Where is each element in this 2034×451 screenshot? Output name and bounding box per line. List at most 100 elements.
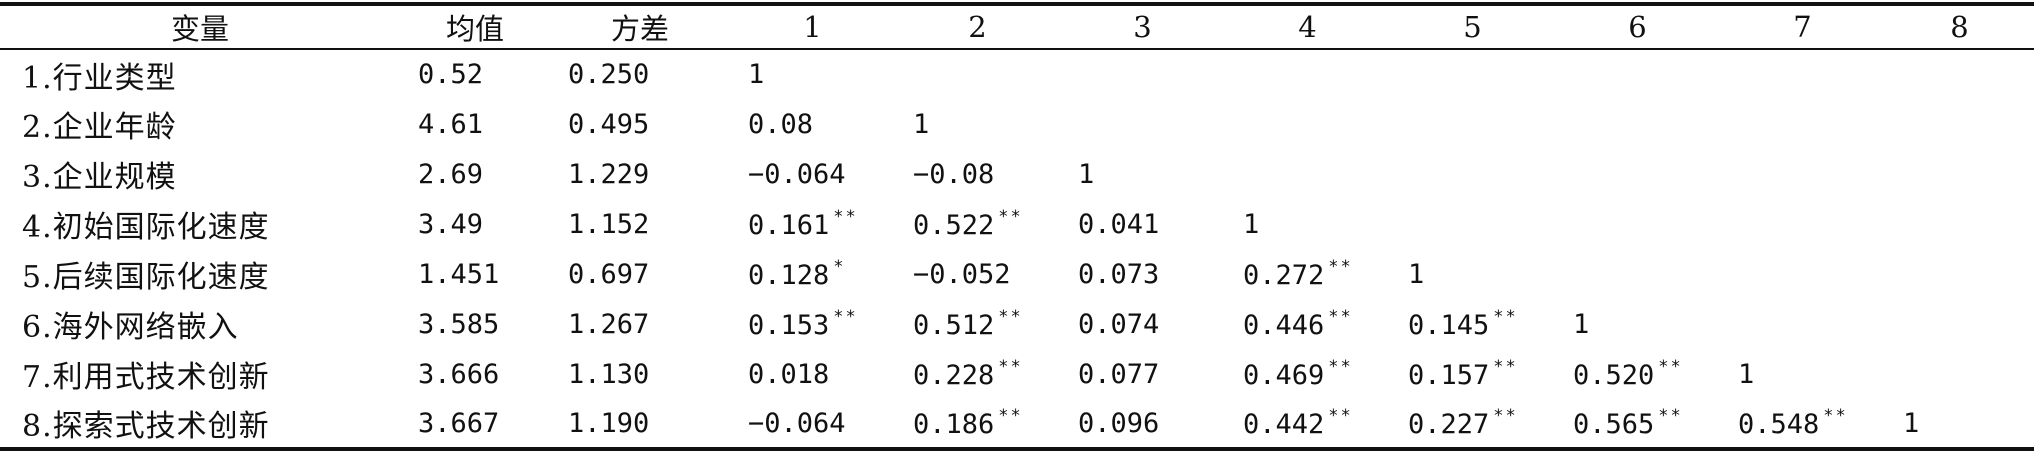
correlation-value: 0.018 xyxy=(748,358,830,390)
correlation-value: 0.522 xyxy=(913,210,995,241)
significance-marker: ** xyxy=(1658,406,1683,426)
variance-cell: 1.190 xyxy=(550,399,730,451)
correlation-cell xyxy=(1060,99,1225,149)
mean-cell: 4.61 xyxy=(418,108,484,140)
correlation-cell: 0.548 ** xyxy=(1720,399,1885,451)
correlation-cell xyxy=(1555,249,1720,299)
correlation-value: 1 xyxy=(748,59,765,90)
table-row: 7.利用式技术创新 3.666 1.130 0.018 0.228 ** 0.077 0.46… xyxy=(0,349,2034,399)
header-mean: 均值 xyxy=(400,2,550,50)
correlation-cell: 1 xyxy=(1390,249,1555,299)
correlation-value: 0.157 xyxy=(1408,360,1490,391)
correlation-cell xyxy=(1885,199,2034,249)
correlation-cell xyxy=(1885,99,2034,149)
significance-marker: ** xyxy=(998,207,1023,227)
correlation-cell: 1 xyxy=(1555,299,1720,349)
correlation-value: −0.052 xyxy=(913,258,1011,290)
significance-marker: ** xyxy=(1493,307,1518,327)
correlation-cell: 0.018 xyxy=(730,349,895,399)
variance-cell: 1.130 xyxy=(568,358,650,390)
correlation-cell xyxy=(1720,149,1885,199)
mean-cell: 3.666 xyxy=(418,358,500,390)
correlation-value: 0.073 xyxy=(1078,258,1160,290)
correlation-cell xyxy=(1885,149,2034,199)
correlation-value: −0.08 xyxy=(913,158,995,190)
correlation-value: 0.074 xyxy=(1078,308,1160,340)
correlation-cell: −0.08 xyxy=(895,149,1060,199)
correlation-cell: 0.074 xyxy=(1060,299,1225,349)
correlation-cell xyxy=(1720,249,1885,299)
correlation-cell xyxy=(1720,299,1885,349)
correlation-value: 1 xyxy=(1078,158,1095,190)
significance-marker: ** xyxy=(1328,406,1353,426)
correlation-value: 0.228 xyxy=(913,360,995,391)
correlation-cell: 0.08 xyxy=(730,99,895,149)
correlation-cell xyxy=(1390,99,1555,149)
table-body: 1.行业类型 0.52 0.250 1 2.企业年龄 4.61 0.495 0.08 1 3.企业… xyxy=(0,49,2034,451)
correlation-cell xyxy=(1555,49,1720,99)
correlation-cell: 1 xyxy=(1060,149,1225,199)
correlation-value: 0.512 xyxy=(913,310,995,341)
correlation-cell xyxy=(1390,199,1555,249)
correlation-value: 0.446 xyxy=(1243,310,1325,341)
correlation-cell xyxy=(1885,249,2034,299)
correlation-cell: 0.096 xyxy=(1060,399,1225,451)
correlation-value: 0.186 xyxy=(913,409,995,440)
correlation-cell: 0.128 * xyxy=(730,249,895,299)
correlation-cell: 0.227 ** xyxy=(1390,399,1555,451)
significance-marker: ** xyxy=(1493,357,1518,377)
correlation-cell: 0.041 xyxy=(1060,199,1225,249)
variance-cell: 1.152 xyxy=(568,208,650,240)
significance-marker: ** xyxy=(998,406,1023,426)
variable-name-cell: 8.探索式技术创新 xyxy=(0,399,400,451)
table-row: 3.企业规模 2.69 1.229 −0.064 −0.08 1 xyxy=(0,149,2034,199)
variable-name-cell: 3.企业规模 xyxy=(22,160,177,195)
significance-marker: ** xyxy=(1823,406,1848,426)
table-header-row: 变量 均值 方差 1 2 3 4 5 6 7 8 xyxy=(0,2,2034,50)
correlation-cell: 0.446 ** xyxy=(1225,299,1390,349)
significance-marker: ** xyxy=(1328,307,1353,327)
significance-marker: ** xyxy=(1658,357,1683,377)
header-col-4: 4 xyxy=(1225,2,1390,50)
table-row: 2.企业年龄 4.61 0.495 0.08 1 xyxy=(0,99,2034,149)
variance-cell: 0.250 xyxy=(568,59,650,90)
correlation-value: 0.548 xyxy=(1738,409,1820,440)
correlation-value: 0.442 xyxy=(1243,409,1325,440)
significance-marker: ** xyxy=(1328,357,1353,377)
correlation-value: 0.145 xyxy=(1408,310,1490,341)
variable-name-cell: 2.企业年龄 xyxy=(22,110,177,145)
correlation-cell: 1 xyxy=(895,99,1060,149)
correlation-cell xyxy=(1555,99,1720,149)
significance-marker: ** xyxy=(833,207,858,227)
correlation-cell: 0.520 ** xyxy=(1555,349,1720,399)
correlation-cell: 0.073 xyxy=(1060,249,1225,299)
correlation-value: 0.041 xyxy=(1078,208,1160,240)
correlation-cell: 0.565 ** xyxy=(1555,399,1720,451)
correlation-cell: 1 xyxy=(730,49,895,99)
correlation-cell xyxy=(1555,149,1720,199)
table-row: 6.海外网络嵌入 3.585 1.267 0.153 ** 0.512 ** 0.074 0.4… xyxy=(0,299,2034,349)
header-variance: 方差 xyxy=(550,2,730,50)
correlation-cell: −0.064 xyxy=(730,399,895,451)
correlation-cell: −0.064 xyxy=(730,149,895,199)
mean-cell: 3.667 xyxy=(400,399,550,451)
correlation-cell xyxy=(1720,49,1885,99)
correlation-value: −0.064 xyxy=(748,407,846,439)
correlation-value: 1 xyxy=(1738,358,1755,390)
correlation-cell xyxy=(1885,299,2034,349)
mean-cell: 1.451 xyxy=(418,258,500,290)
correlation-value: 0.565 xyxy=(1573,409,1655,440)
significance-marker: ** xyxy=(998,307,1023,327)
table-row: 1.行业类型 0.52 0.250 1 xyxy=(0,49,2034,99)
variable-name-cell: 7.利用式技术创新 xyxy=(22,360,270,395)
header-col-5: 5 xyxy=(1390,2,1555,50)
header-variable: 变量 xyxy=(0,2,400,50)
correlation-cell xyxy=(1390,49,1555,99)
correlation-cell: 0.442 ** xyxy=(1225,399,1390,451)
variance-cell: 0.697 xyxy=(568,258,650,290)
header-col-7: 7 xyxy=(1720,2,1885,50)
correlation-value: 0.469 xyxy=(1243,360,1325,391)
correlation-cell: 0.077 xyxy=(1060,349,1225,399)
correlation-cell: 0.157 ** xyxy=(1390,349,1555,399)
